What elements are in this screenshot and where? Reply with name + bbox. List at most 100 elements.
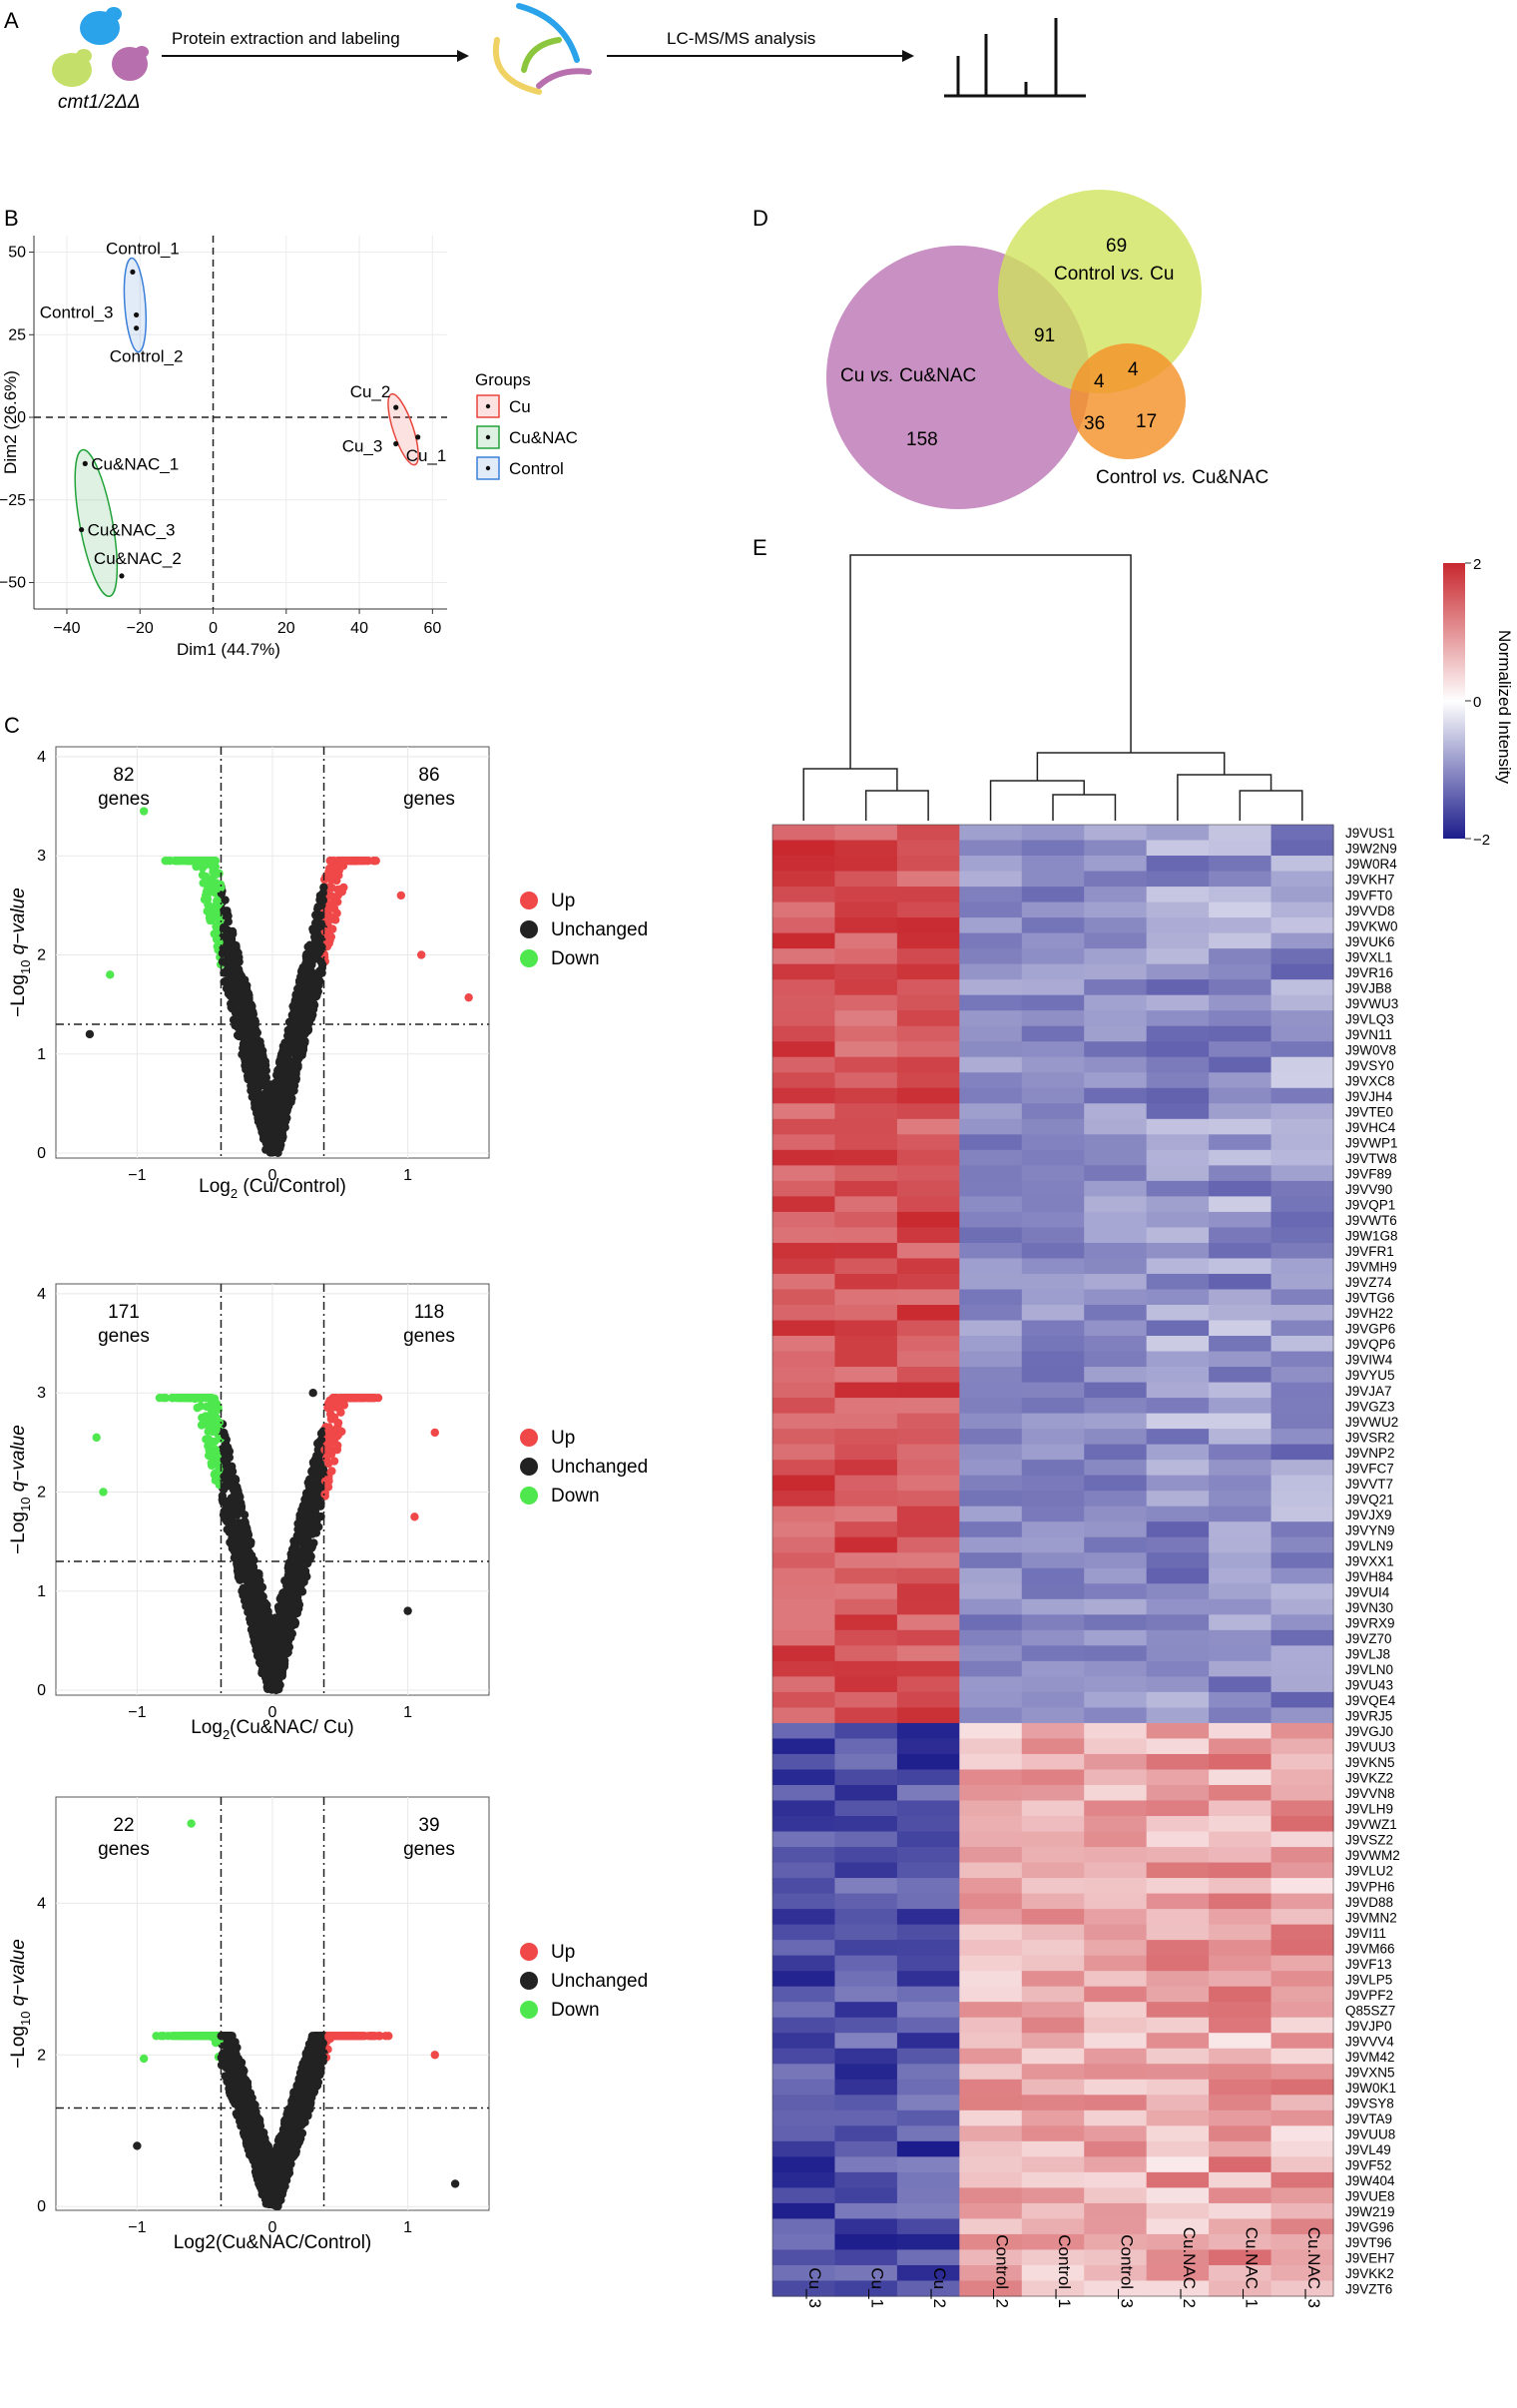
heatmap-cell (1021, 1242, 1085, 1260)
heatmap-cell (1021, 1056, 1085, 1073)
volcano-point-unchanged (304, 2055, 314, 2065)
volcano-point-up (327, 1467, 336, 1476)
volcano-point-unchanged (228, 1533, 237, 1542)
heatmap-cell (834, 917, 898, 934)
heatmap-cell (896, 1165, 960, 1182)
volcano-point-unchanged (267, 1685, 276, 1694)
pca-y-tick-label: 25 (8, 326, 26, 343)
heatmap-row-label: J9W0V8 (1345, 1042, 1396, 1057)
heatmap-cell (1146, 887, 1210, 903)
volcano-point-up (329, 1413, 339, 1422)
venn-count-cu-cunac-and-control-cu: 91 (1034, 325, 1055, 346)
heatmap-cell (959, 917, 1023, 934)
volcano-point-unchanged (226, 2059, 235, 2069)
volcano-point-unchanged (308, 1467, 317, 1477)
heatmap-cell (834, 994, 898, 1011)
heatmap-cell (1146, 1211, 1210, 1229)
heatmap-cell (772, 994, 836, 1011)
volcano-point-up (320, 1490, 329, 1499)
heatmap-cell (959, 1010, 1023, 1027)
heatmap-cell (1270, 1196, 1334, 1213)
heatmap-cell (772, 932, 836, 949)
heatmap-cell (1084, 902, 1148, 918)
volcano-y-tick-label: 1 (37, 1583, 46, 1600)
heatmap-cell (1209, 917, 1272, 934)
heatmap-cell (1270, 1041, 1334, 1058)
heatmap-cell (772, 1010, 836, 1027)
venn-count-only-control-cu: 69 (1106, 236, 1127, 257)
volcano-point-unchanged (220, 1431, 230, 1441)
volcano-point-unchanged (272, 1144, 281, 1153)
heatmap-cell (959, 1041, 1023, 1058)
volcano-point-unchanged (294, 982, 304, 991)
heatmap-row-label: J9VVD8 (1345, 903, 1395, 918)
heatmap-cell (1209, 1149, 1272, 1166)
volcano-point-unchanged (133, 2141, 142, 2150)
volcano-point-unchanged (317, 893, 326, 903)
pca-point-label: Cu_1 (406, 446, 447, 465)
heatmap-cell (1021, 1025, 1085, 1042)
volcano-point-up (348, 1393, 358, 1403)
volcano-point-down (205, 912, 215, 922)
venn-count-only-control-cunac: 17 (1136, 411, 1157, 432)
pca-point-label: Control_3 (40, 302, 114, 321)
heatmap-cell (1084, 932, 1148, 949)
volcano-point-unchanged (239, 1583, 249, 1593)
heatmap-cell (1270, 1227, 1334, 1244)
pca-point (130, 269, 136, 276)
cell-icons (52, 7, 149, 87)
heatmap-cell (1146, 1227, 1210, 1244)
heatmap-cell (834, 1025, 898, 1042)
heatmap-cell (896, 1149, 960, 1166)
volcano-point-unchanged (307, 2032, 317, 2041)
heatmap-cell (1146, 1087, 1210, 1104)
pca-point-label: Control_1 (106, 239, 180, 258)
volcano-point-unchanged (312, 991, 321, 1000)
volcano-point-down (211, 871, 220, 880)
heatmap-cell (772, 948, 836, 965)
volcano-point-unchanged (279, 1121, 289, 1130)
heatmap-cell (1084, 825, 1148, 842)
heatmap-cell (1209, 1211, 1272, 1229)
volcano-point-unchanged (281, 2172, 291, 2181)
panel-label-e: E (753, 535, 767, 560)
heatmap-cell (1270, 825, 1334, 842)
heatmap-cell (1084, 871, 1148, 888)
volcano-legend-label-unchanged: Unchanged (551, 1457, 648, 1478)
volcano-down-count: 82 (113, 765, 134, 786)
heatmap-cell (896, 825, 960, 842)
heatmap-cell (1021, 1087, 1085, 1104)
heatmap-cell (896, 917, 960, 934)
heatmap-cell (1270, 1072, 1334, 1089)
heatmap-cell (959, 979, 1023, 996)
volcano-point-down (106, 970, 115, 979)
volcano-point-up (337, 2032, 347, 2041)
volcano-point-unchanged (317, 901, 326, 910)
heatmap-row-label: J9VSY0 (1345, 1058, 1394, 1073)
volcano-up-genes: genes (403, 789, 455, 810)
heatmap-cell (1270, 856, 1334, 873)
purple-cell-bud-icon (135, 46, 149, 58)
heatmap-cell (1084, 1227, 1148, 1244)
heatmap-cell (834, 1056, 898, 1073)
volcano-point-unchanged (312, 911, 321, 921)
heatmap-cell (1209, 1087, 1272, 1104)
heatmap-cell (959, 1149, 1023, 1166)
heatmap-cell (1021, 902, 1085, 918)
heatmap-cell (1084, 1010, 1148, 1027)
heatmap-cell (959, 994, 1023, 1011)
pca-x-tick-label: 20 (277, 620, 295, 637)
pca-x-tick-label: 60 (423, 620, 441, 637)
volcano-y-tick-label: 2 (37, 1484, 46, 1501)
volcano-point-up (430, 1428, 439, 1438)
volcano-point-unchanged (295, 2109, 305, 2118)
volcano-point-unchanged (294, 1572, 303, 1581)
volcano-x-tick-label: −1 (128, 1704, 146, 1721)
volcano-point-down (157, 2032, 166, 2041)
heatmap-cell (772, 1041, 836, 1058)
heatmap-row-label: J9VUS1 (1345, 826, 1395, 841)
heatmap-cell (1270, 1118, 1334, 1135)
volcano-point-unchanged (231, 1475, 241, 1484)
volcano-point-unchanged (262, 1644, 272, 1654)
volcano-y-axis-label: −Log10 q−value (8, 1425, 33, 1554)
